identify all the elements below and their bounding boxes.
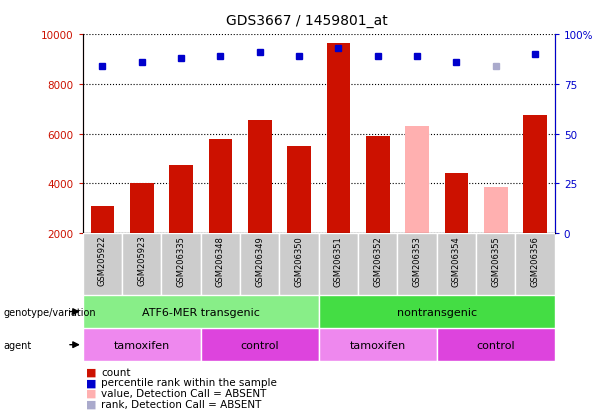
Bar [516,233,555,295]
Text: GSM206335: GSM206335 [177,235,186,286]
Bar [130,184,154,233]
Text: genotype/variation: genotype/variation [3,307,96,317]
Text: GSM206353: GSM206353 [413,235,422,286]
Text: GSM206349: GSM206349 [255,235,264,286]
Bar [476,233,516,295]
Text: GDS3667 / 1459801_at: GDS3667 / 1459801_at [226,14,387,28]
Bar [83,233,122,295]
Bar [83,328,201,361]
Bar [201,233,240,295]
Bar [83,295,319,328]
Text: GSM205923: GSM205923 [137,235,147,286]
Text: count: count [101,367,131,377]
Bar [319,328,436,361]
Text: ■: ■ [86,388,96,398]
Bar [240,233,280,295]
Bar [436,233,476,295]
Bar [201,328,319,361]
Bar [208,139,232,233]
Text: ■: ■ [86,367,96,377]
Text: GSM205922: GSM205922 [98,235,107,285]
Text: GSM206348: GSM206348 [216,235,225,286]
Bar [169,165,193,233]
Bar [484,188,508,233]
Bar [366,137,390,233]
Bar [444,174,468,233]
Bar [248,121,272,233]
Text: control: control [240,340,279,350]
Text: ■: ■ [86,399,96,409]
Text: ■: ■ [86,377,96,387]
Text: value, Detection Call = ABSENT: value, Detection Call = ABSENT [101,388,267,398]
Text: GSM206355: GSM206355 [491,235,500,286]
Text: percentile rank within the sample: percentile rank within the sample [101,377,277,387]
Text: ATF6-MER transgenic: ATF6-MER transgenic [142,307,260,317]
Bar [280,233,319,295]
Bar [358,233,397,295]
Bar [319,233,358,295]
Bar [319,295,555,328]
Text: GSM206350: GSM206350 [295,235,303,286]
Text: GSM206351: GSM206351 [334,235,343,286]
Text: GSM206354: GSM206354 [452,235,461,286]
Text: agent: agent [3,340,31,350]
Text: rank, Detection Call = ABSENT: rank, Detection Call = ABSENT [101,399,262,409]
Text: nontransgenic: nontransgenic [397,307,477,317]
Bar [327,44,350,233]
Text: GSM206356: GSM206356 [531,235,539,286]
Text: GSM206352: GSM206352 [373,235,383,286]
Bar [397,233,436,295]
Text: control: control [476,340,515,350]
Bar [122,233,161,295]
Bar [524,116,547,233]
Bar [287,147,311,233]
Bar [405,127,429,233]
Bar [161,233,201,295]
Bar [436,328,555,361]
Text: tamoxifen: tamoxifen [349,340,406,350]
Bar [91,206,114,233]
Text: tamoxifen: tamoxifen [113,340,170,350]
